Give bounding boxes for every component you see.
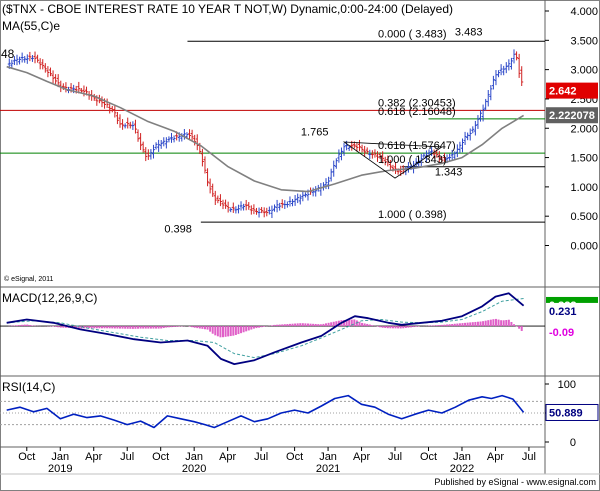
macd-line (6, 292, 525, 366)
ma55-line (6, 65, 525, 193)
month-tick-label: Oct (286, 451, 303, 463)
copyright-text: © eSignal, 2011 (4, 275, 54, 283)
month-tick-label: Jul (254, 451, 268, 463)
price-panel: 0.0000.5001.0001.5002.0002.5003.0003.500… (0, 6, 598, 253)
year-tick-label: 2019 (48, 463, 72, 475)
rsi-tick-label: 100 (558, 379, 576, 391)
signal-value-badge: 0.231 (546, 302, 598, 319)
left-clipped-price-label: 48 (1, 47, 15, 61)
price-tick-label: 0.500 (570, 211, 598, 223)
fib-level-label: 1.000 ( 0.398) (378, 209, 447, 221)
price-tick-label: 0.000 (570, 241, 598, 253)
price-tick-label: 4.000 (570, 6, 598, 18)
rsi-value-badge-box (545, 403, 599, 421)
signal-value-badge-text: 0.231 (549, 306, 577, 318)
month-tick-label: Jan (185, 451, 203, 463)
fib-level-label: 0.618 (2.16048) (378, 106, 456, 118)
published-by-text: Published by eSignal - www.esignal.com (434, 477, 596, 487)
fib-level-label: 0.382 (2.30453) (378, 97, 456, 109)
month-tick-label: Jul (522, 451, 536, 463)
price-annotation: 0.398 (164, 224, 192, 236)
rsi-line (6, 394, 525, 429)
month-tick-label: Jan (319, 451, 337, 463)
rsi-legend: RSI(14,C) (2, 380, 55, 394)
chart-title: ($TNX - CBOE INTEREST RATE 10 YEAR T NOT… (2, 2, 453, 16)
last-price-badge-box (546, 82, 598, 99)
month-tick-label: Jul (388, 451, 402, 463)
macd-signal-line (6, 298, 524, 359)
price-tick-label: 2.000 (570, 123, 598, 135)
price-annotation: 1.343 (435, 167, 463, 179)
price-tick-label: 1.000 (570, 182, 598, 194)
year-tick-label: 2022 (450, 463, 474, 475)
price-annotation: 1.765 (301, 126, 329, 138)
fib-level-label: 0.000 ( 3.483) (378, 28, 447, 40)
ma-value-badge-box (546, 107, 598, 124)
macd-panel: 0.3220.231-0.09 (0, 292, 598, 366)
time-axis: Oct Jan Apr Jul Oct Jan Apr Jul Oct Jan Apr Jul Oct J… (18, 447, 536, 475)
price-tick-label: 3.000 (570, 65, 598, 77)
signal-value-badge-box (546, 302, 598, 319)
month-tick-label: Jan (453, 451, 471, 463)
month-tick-label: Apr (353, 451, 370, 463)
year-tick-label: 2021 (316, 463, 340, 475)
month-tick-label: Jan (51, 451, 69, 463)
price-tick-label: 3.500 (570, 35, 598, 47)
last-price-badge: 2.642 (546, 82, 598, 99)
fib-level-label: 1.000 ( 1.343) (378, 154, 447, 166)
ma-value-badge-text: 2.222078 (549, 110, 595, 122)
month-tick-label: Oct (152, 451, 169, 463)
last-price-badge-text: 2.642 (549, 86, 577, 98)
price-annotation: 3.483 (455, 27, 483, 39)
macd-legend: MACD(12,26,9,C) (2, 291, 97, 305)
rsi-tick-label: 0 (570, 437, 576, 449)
triangle-pattern (342, 141, 444, 179)
year-tick-label: 2020 (182, 463, 206, 475)
hist-value-badge-text: -0.09 (549, 327, 574, 339)
month-tick-label: Jul (120, 451, 134, 463)
month-tick-label: Apr (219, 451, 236, 463)
ma-legend: MA(55,C)e (2, 19, 60, 33)
rsi-panel: 0 100 50.889 (0, 379, 599, 449)
hist-value-badge: -0.09 (546, 323, 598, 340)
rsi-value-badge-text: 50.889 (549, 407, 583, 419)
price-tick-label: 1.500 (570, 153, 598, 165)
month-tick-label: Apr (85, 451, 102, 463)
month-tick-label: Oct (18, 451, 35, 463)
fib-level-label: 0.618 (1.57647) (378, 140, 456, 152)
month-tick-label: Apr (487, 451, 504, 463)
month-tick-label: Oct (420, 451, 437, 463)
hist-value-badge-box (546, 323, 598, 340)
ma-value-badge: 2.222078 (546, 107, 598, 124)
rsi-value-badge: 50.889 (545, 403, 599, 421)
